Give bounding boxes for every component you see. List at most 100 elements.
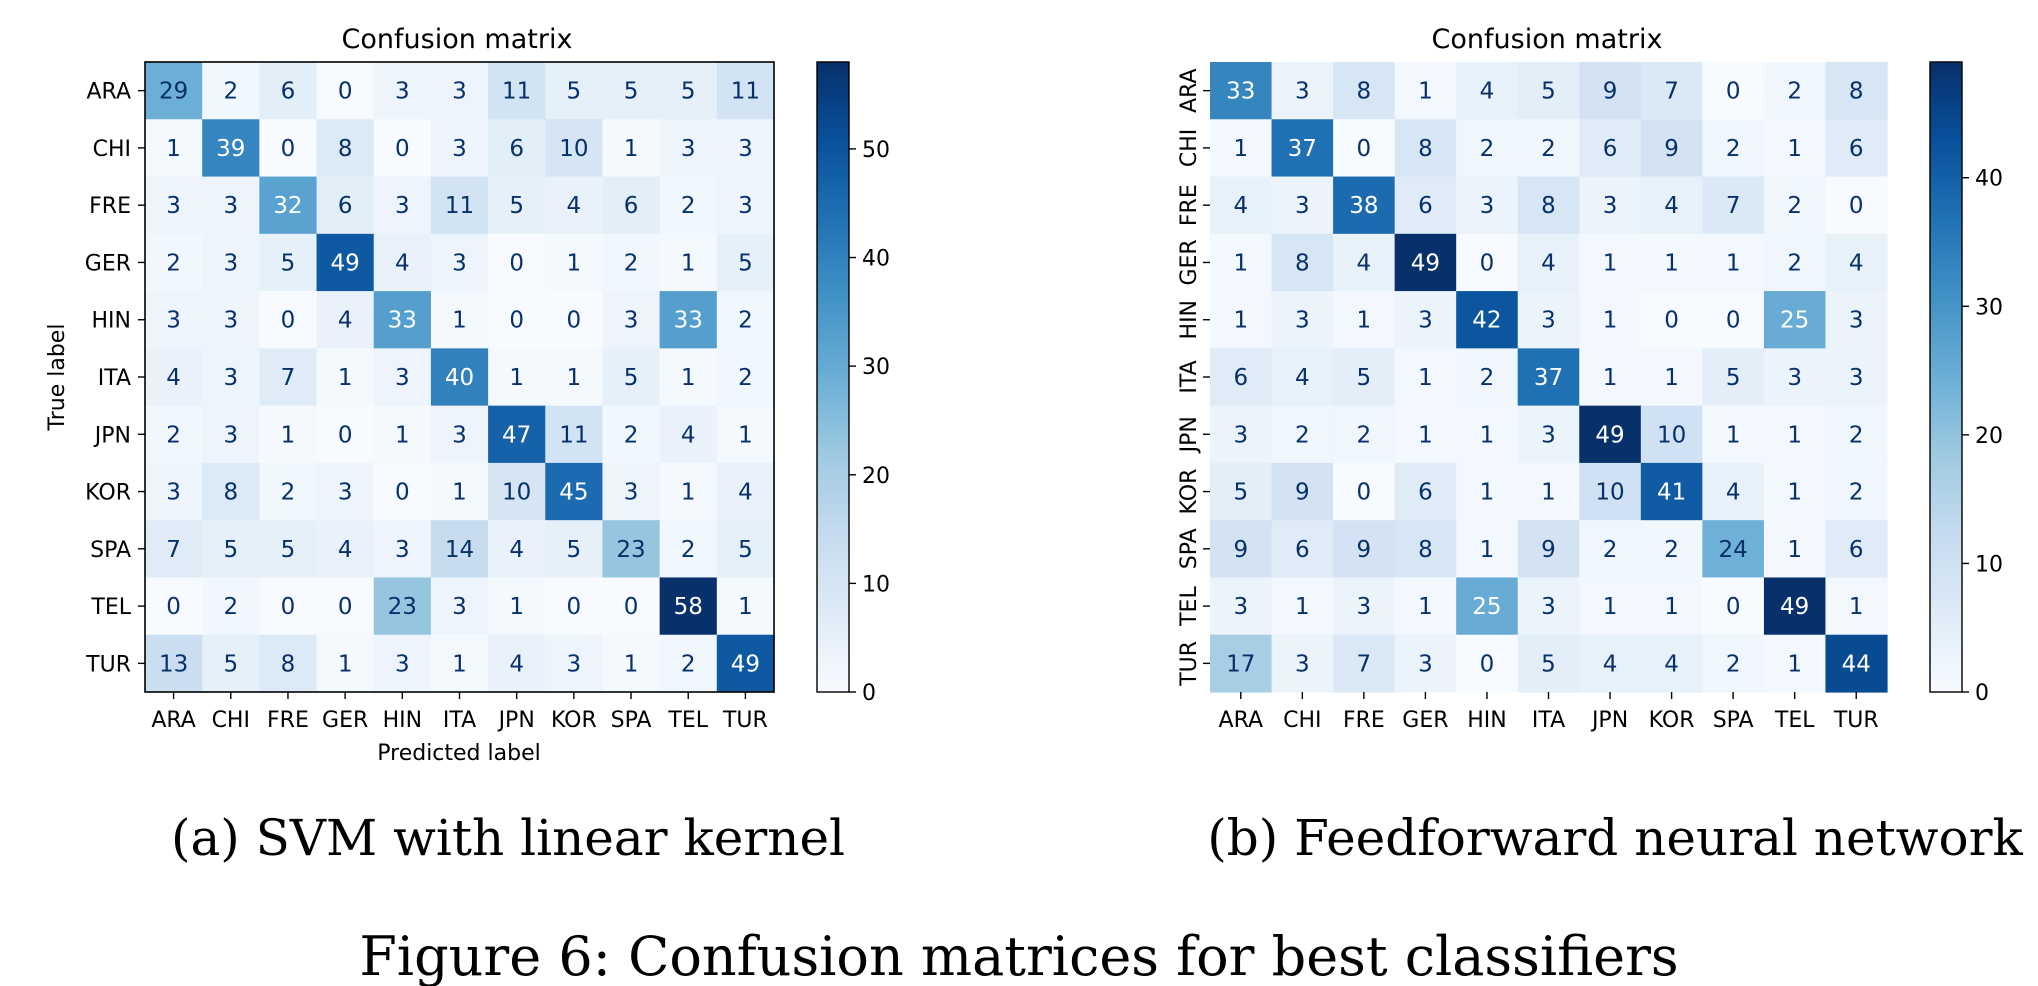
cell-value-label: 24 [1718,537,1747,563]
heatmap-cell [1640,462,1703,521]
heatmap-cell [1763,119,1827,178]
heatmap-cell [1333,291,1396,349]
heatmap-cell [145,291,203,349]
cell-value-label: 1 [1787,480,1802,506]
cell-value-label: 1 [509,365,524,391]
heatmap-cell [1763,405,1827,464]
cell-value-label: 3 [223,308,238,334]
cell-value-label: 0 [567,308,582,334]
heatmap-cell [145,520,203,579]
heatmap-cell [373,462,432,521]
cell-value-label: 3 [452,250,467,276]
heatmap-cell [1517,462,1580,521]
heatmap-cell [1763,462,1827,521]
heatmap-cell [1640,233,1703,292]
x-tick-label: HIN [383,708,423,733]
heatmap-cell [1456,291,1519,349]
cell-value-label: 5 [281,537,296,563]
heatmap-cell [545,634,604,693]
y-tick-label: TEL [1177,586,1202,627]
colorbar-tick-label: 20 [862,464,890,489]
x-tick-label: FRE [1343,708,1385,733]
y-tick-label: TEL [90,595,131,620]
heatmap-cell [1763,634,1827,693]
heatmap-cell [1333,233,1396,292]
cell-value-label: 3 [166,193,181,219]
cell-value-label: 9 [1603,79,1618,105]
heatmap-cell [1394,520,1457,579]
heatmap-cell [316,348,375,407]
cell-value-label: 5 [738,250,753,276]
heatmap-cell [1394,62,1457,120]
heatmap-cell [1825,119,1888,178]
heatmap-cell [202,62,260,120]
heatmap-cell [602,634,661,693]
heatmap-cell [716,233,775,292]
heatmap-cell [602,176,661,235]
cell-value-label: 7 [1726,193,1741,219]
heatmap-cell [659,520,718,579]
cell-value-label: 1 [1787,422,1802,448]
cell-value-label: 4 [567,193,582,219]
cell-value-label: 33 [674,308,703,334]
heatmap-cell [659,233,718,292]
heatmap-cell [1271,176,1334,235]
cell-value-label: 0 [1664,308,1679,334]
x-tick-label: TUR [1833,708,1879,733]
cell-value-label: 23 [388,594,417,620]
cell-value-label: 10 [502,480,531,506]
colorbar-tick-label: 40 [1975,167,2003,192]
heatmap-cell [659,405,718,464]
colorbar-tick-label: 30 [1975,295,2003,320]
cell-value-label: 2 [1787,250,1802,276]
heatmap-cell [488,462,546,521]
x-tick-label: GER [322,708,368,733]
x-tick-label: SPA [1713,708,1754,733]
heatmap-cell [316,520,375,579]
cell-value-label: 0 [624,594,639,620]
chart-title: Confusion matrix [342,24,573,55]
cell-value-label: 2 [1849,480,1864,506]
heatmap-cell [1825,462,1888,521]
cell-value-label: 0 [1849,193,1864,219]
heatmap-cell [316,176,375,235]
y-tick-label: ITA [98,366,131,391]
heatmap-cell [145,462,203,521]
cell-value-label: 0 [281,594,296,620]
cell-value-label: 49 [1595,422,1624,448]
cell-value-label: 3 [223,193,238,219]
cell-value-label: 3 [395,365,410,391]
y-tick-label: FRE [89,194,131,219]
cell-value-label: 1 [1233,136,1248,162]
heatmap-cell [1640,634,1703,693]
heatmap-cell [1579,233,1642,292]
heatmap-cell [373,577,432,636]
cell-value-label: 1 [1295,594,1310,620]
cell-value-label: 2 [1849,422,1864,448]
heatmap-cell [430,176,489,235]
cell-value-label: 7 [1357,651,1372,677]
cell-value-label: 3 [1541,308,1556,334]
cell-value-label: 2 [1541,136,1556,162]
cell-value-label: 2 [738,308,753,334]
heatmap-cell [716,577,775,636]
heatmap-cell [1517,634,1580,693]
y-tick-label: SPA [1177,528,1202,569]
cell-value-label: 49 [330,250,359,276]
heatmap-cell [1333,520,1396,579]
heatmap-cell [716,291,775,349]
cell-value-label: 13 [159,651,188,677]
heatmap-cell [1702,577,1765,636]
heatmap-cell [1640,62,1703,120]
x-tick-label: ITA [443,708,476,733]
heatmap-cell [430,634,489,693]
heatmap-cell [1579,520,1642,579]
cell-value-label: 25 [1472,594,1501,620]
x-tick-label: KOR [1649,708,1695,733]
heatmap-cell [259,348,318,407]
y-tick-label: TUR [85,652,131,677]
cell-value-label: 1 [1603,594,1618,620]
cell-value-label: 3 [223,250,238,276]
cell-value-label: 0 [567,594,582,620]
heatmap-cell [1210,462,1273,521]
